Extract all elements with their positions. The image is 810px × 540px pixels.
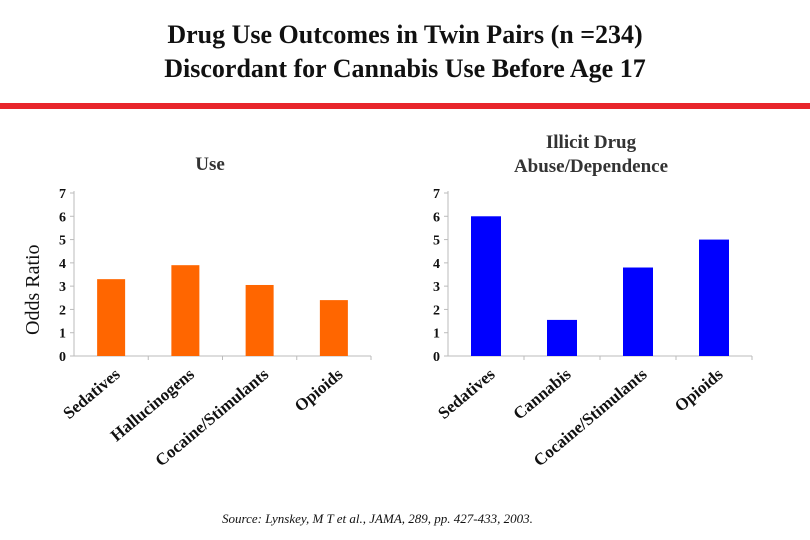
y-tick-label: 3 [433, 280, 440, 295]
y-tick-label: 7 [433, 187, 440, 202]
y-tick-label: 0 [433, 350, 440, 365]
y-tick-label: 5 [433, 234, 440, 249]
y-tick-label: 0 [59, 350, 66, 365]
x-tick-label: Sedatives [59, 364, 124, 423]
y-tick-label: 4 [433, 257, 440, 272]
x-tick-label: Opioids [291, 364, 347, 415]
y-tick-label: 3 [59, 280, 66, 295]
title-line-1: Drug Use Outcomes in Twin Pairs (n =234) [167, 20, 643, 49]
y-tick-label: 1 [59, 327, 66, 342]
x-tick-label: Sedatives [434, 364, 499, 423]
bar-sedatives [471, 216, 501, 356]
y-tick-label: 7 [59, 187, 66, 202]
bar-opioids [319, 300, 348, 356]
y-tick-label: 2 [59, 303, 66, 318]
title-line-2: Discordant for Cannabis Use Before Age 1… [164, 54, 646, 83]
divider-rule [0, 103, 810, 109]
bar-cocaine-stimulants [623, 267, 653, 356]
bar-hallucinogens [171, 265, 200, 356]
bar-opioids [699, 239, 729, 356]
chart-title-abuse-line-1: Illicit Drug [546, 132, 637, 153]
y-tick-label: 1 [433, 327, 440, 342]
bar-sedatives [97, 279, 126, 356]
x-tick-label: Opioids [671, 364, 727, 415]
y-tick-label: 4 [59, 257, 66, 272]
y-tick-label: 6 [433, 210, 440, 225]
y-tick-label: 6 [59, 210, 66, 225]
source-citation: Source: Lynskey, M T et al., JAMA, 289, … [222, 511, 533, 526]
y-tick-label: 5 [59, 234, 66, 249]
chart-use: Use01234567SedativesHallucinogensCocaine… [59, 154, 372, 470]
y-tick-label: 2 [433, 303, 440, 318]
chart-title-use: Use [195, 154, 225, 175]
x-tick-label: Cannabis [510, 364, 575, 423]
chart-abuse-dependence: Illicit Drug Abuse/Dependence 0 1 2 3 4 5 6 7 Seda… [433, 132, 753, 470]
bar-cocaine-stimulants [245, 284, 274, 356]
bar-cannabis [547, 319, 577, 356]
page-title: Drug Use Outcomes in Twin Pairs (n =234)… [0, 18, 810, 86]
chart-title-abuse-line-2: Abuse/Dependence [514, 156, 668, 177]
